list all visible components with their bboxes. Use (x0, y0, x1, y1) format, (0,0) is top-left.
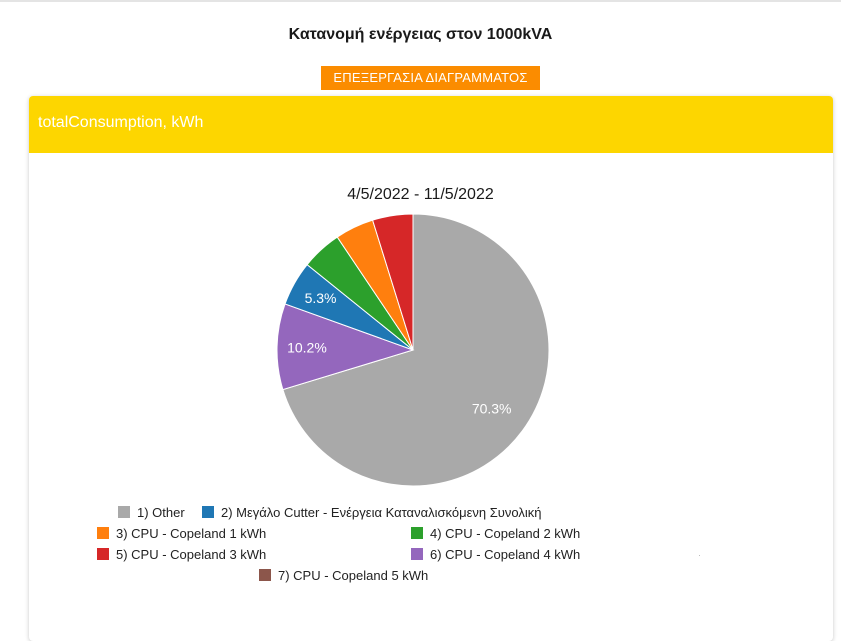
legend-item-4[interactable]: 4) CPU - Copeland 2 kWh (411, 525, 580, 541)
edit-chart-button[interactable]: ΕΠΕΞΕΡΓΑΣΙΑ ΔΙΑΓΡΑΜΜΑΤΟΣ (321, 66, 540, 90)
legend-item-6[interactable]: 6) CPU - Copeland 4 kWh (411, 546, 580, 562)
pie-label-2: 5.3% (305, 290, 337, 306)
legend-swatch (411, 527, 423, 539)
pie-slice-5[interactable] (371, 213, 414, 351)
legend-label: 3) CPU - Copeland 1 kWh (116, 525, 267, 541)
stray-dot (699, 555, 700, 556)
page-title: Κατανομή ενέργειας στον 1000kVA (288, 26, 553, 43)
legend-label: 5) CPU - Copeland 3 kWh (116, 546, 267, 562)
legend-item-3[interactable]: 3) CPU - Copeland 1 kWh (97, 525, 266, 541)
card-header: totalConsumption, kWh (29, 96, 833, 153)
legend-item-1[interactable]: 1) Other (118, 504, 185, 520)
legend-swatch (259, 569, 271, 581)
legend-label: 2) Μεγάλο Cutter - Ενέργεια Καταναλισκόμ… (221, 504, 542, 520)
legend-item-5[interactable]: 5) CPU - Copeland 3 kWh (97, 546, 266, 562)
legend-label: 4) CPU - Copeland 2 kWh (430, 525, 581, 541)
legend-label: 6) CPU - Copeland 4 kWh (430, 546, 581, 562)
legend-swatch (411, 548, 423, 560)
pie-slice-1[interactable] (282, 213, 550, 487)
legend-swatch (97, 527, 109, 539)
legend-label: 7) CPU - Copeland 5 kWh (278, 567, 429, 583)
pie-label-6: 10.2% (287, 339, 327, 355)
card-title: totalConsumption, kWh (38, 114, 204, 131)
legend-swatch (202, 506, 214, 518)
legend-swatch (97, 548, 109, 560)
chart-title: 4/5/2022 - 11/5/2022 (347, 186, 494, 203)
legend-item-7[interactable]: 7) CPU - Copeland 5 kWh (259, 567, 428, 583)
legend-item-2[interactable]: 2) Μεγάλο Cutter - Ενέργεια Καταναλισκόμ… (202, 504, 541, 520)
legend-label: 1) Other (137, 504, 185, 520)
chart-card: totalConsumption, kWh (29, 96, 833, 641)
top-divider (0, 0, 841, 2)
legend-swatch (118, 506, 130, 518)
pie-slice-6[interactable] (276, 303, 415, 391)
pie-label-1: 70.3% (472, 400, 512, 416)
